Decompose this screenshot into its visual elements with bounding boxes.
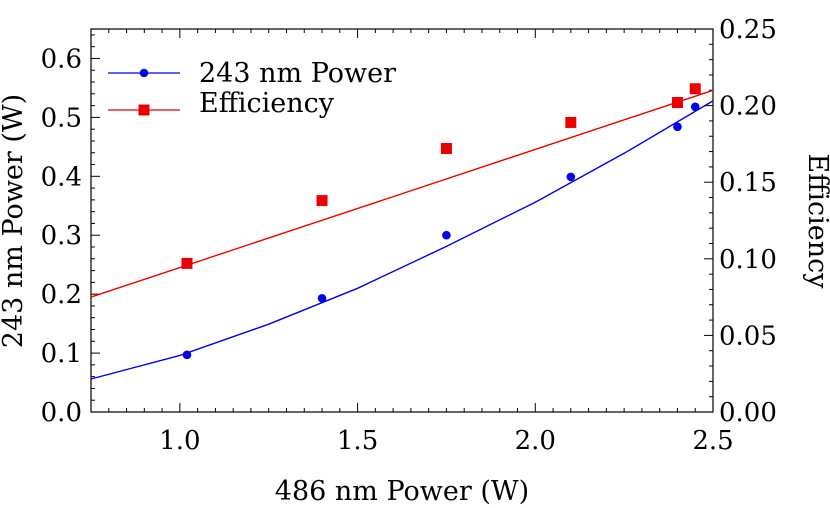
data-point-243nm-power: [442, 230, 451, 240]
plot-frame: [90, 28, 714, 413]
y2-tick-label: 0.05: [719, 321, 777, 351]
data-points: [181, 83, 701, 360]
y-tick-label: 0.0: [41, 398, 82, 428]
y-tick-label: 0.1: [41, 339, 82, 369]
legend-label-efficiency: Efficiency: [199, 88, 335, 119]
data-point-efficiency: [440, 142, 452, 154]
data-point-efficiency: [181, 257, 193, 269]
y2-tick-label: 0.15: [719, 168, 777, 198]
legend-marker-243nm: [139, 68, 149, 78]
fit-lines: [90, 89, 714, 380]
x-axis-title: 486 nm Power (W): [275, 476, 529, 507]
y2-tick-label: 0.25: [719, 15, 777, 45]
x-tick-label: 1.5: [337, 426, 378, 456]
x-tick-label: 1.0: [159, 426, 200, 456]
data-point-243nm-power: [182, 350, 192, 360]
y2-tick-label: 0.00: [719, 398, 777, 428]
data-point-efficiency: [671, 97, 683, 109]
data-point-243nm-power: [317, 293, 327, 303]
y-axis-title: 243 nm Power (W): [0, 94, 29, 348]
data-point-243nm-power: [566, 172, 576, 182]
legend: 243 nm Power Efficiency: [108, 58, 396, 119]
legend-marker-efficiency: [138, 104, 150, 116]
y-tick-label: 0.5: [41, 103, 82, 133]
tick-marks: [90, 28, 714, 413]
data-point-efficiency: [565, 116, 577, 128]
y-tick-label: 0.2: [41, 280, 82, 310]
y2-axis-title: Efficiency: [802, 153, 830, 289]
x-tick-label: 2.5: [692, 426, 733, 456]
data-point-243nm-power: [673, 122, 682, 132]
x-tick-label: 2.0: [515, 426, 556, 456]
legend-label-243nm: 243 nm Power: [199, 58, 396, 89]
y-tick-label: 0.6: [41, 44, 82, 74]
y-tick-label: 0.4: [41, 162, 82, 192]
y2-tick-label: 0.10: [719, 245, 777, 275]
tick-labels: 1.0 1.5 2.0 2.5 0.0 0.1 0.2 0.3 0.4 0.5 0.6 0.00 0.0…: [41, 15, 777, 456]
data-point-efficiency: [316, 195, 328, 207]
fit-line-series-0: [90, 100, 714, 380]
fit-line-series-1: [90, 89, 714, 298]
y2-tick-label: 0.20: [719, 92, 777, 122]
data-point-243nm-power: [690, 102, 700, 112]
data-point-efficiency: [689, 83, 701, 95]
y-tick-label: 0.3: [41, 221, 82, 251]
